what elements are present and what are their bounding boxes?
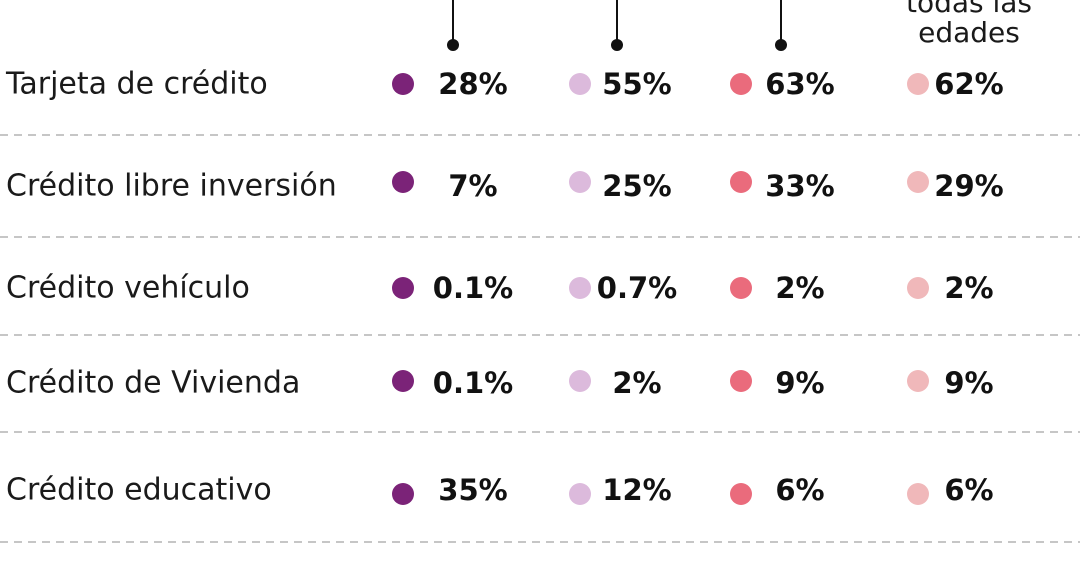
category-dot — [392, 73, 414, 95]
category-dot — [392, 370, 414, 392]
column-connector-dot-1 — [447, 39, 459, 51]
value-label: 35% — [438, 473, 508, 507]
category-dot — [392, 277, 414, 299]
category-dot — [392, 483, 414, 505]
value-label: 2% — [612, 366, 662, 400]
category-dot — [907, 73, 929, 95]
value-label: 55% — [602, 67, 672, 101]
row-label: Tarjeta de crédito — [6, 66, 268, 102]
category-dot — [730, 277, 752, 299]
category-dot — [730, 171, 752, 193]
category-dot — [730, 483, 752, 505]
row-label: Crédito vehículo — [6, 270, 250, 306]
value-label: 9% — [775, 366, 825, 400]
value-label: 7% — [448, 169, 498, 203]
value-label: 0.7% — [596, 271, 678, 305]
row-label: Crédito libre inversión — [6, 168, 337, 204]
category-dot — [569, 370, 591, 392]
row-label: Crédito de Vivienda — [6, 365, 301, 401]
value-label: 0.1% — [432, 366, 514, 400]
column-connector-dot-2 — [611, 39, 623, 51]
value-label: 28% — [438, 67, 508, 101]
value-label: 6% — [775, 473, 825, 507]
category-dot — [569, 171, 591, 193]
category-dot — [730, 370, 752, 392]
row-label: Crédito educativo — [6, 472, 272, 508]
column-header-4: todas las edades — [905, 0, 1033, 49]
value-label: 6% — [944, 473, 994, 507]
value-label: 9% — [944, 366, 994, 400]
value-label: 2% — [775, 271, 825, 305]
value-label: 33% — [765, 169, 835, 203]
category-dot — [907, 370, 929, 392]
category-dot — [569, 483, 591, 505]
column-connector-dot-3 — [775, 39, 787, 51]
category-dot — [569, 73, 591, 95]
value-label: 62% — [934, 67, 1004, 101]
category-dot — [907, 483, 929, 505]
value-label: 2% — [944, 271, 994, 305]
category-dot — [569, 277, 591, 299]
category-dot — [907, 171, 929, 193]
value-label: 0.1% — [432, 271, 514, 305]
category-dot — [730, 73, 752, 95]
value-label: 12% — [602, 473, 672, 507]
value-label: 25% — [602, 169, 672, 203]
value-label: 63% — [765, 67, 835, 101]
category-dot — [392, 171, 414, 193]
category-dot — [907, 277, 929, 299]
value-label: 29% — [934, 169, 1004, 203]
